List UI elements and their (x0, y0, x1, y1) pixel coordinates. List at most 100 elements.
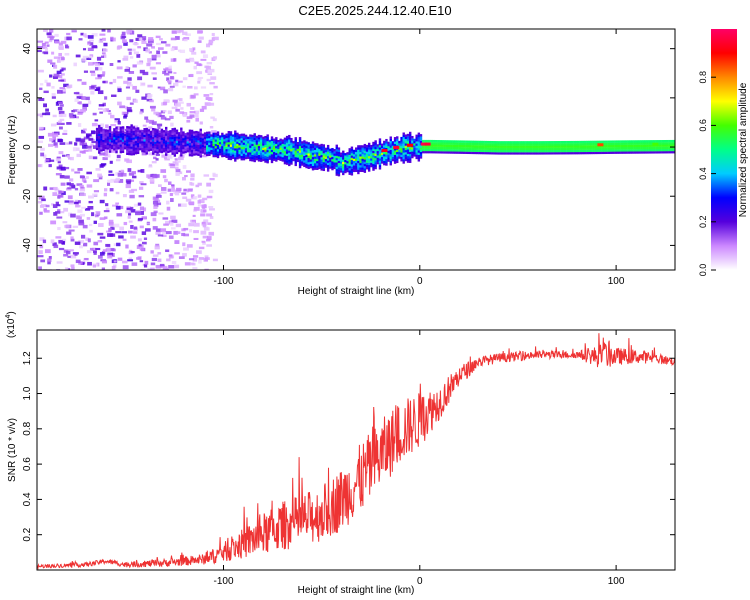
heatmap-cell (166, 206, 171, 211)
heatmap-cell (370, 156, 373, 159)
heatmap-cell (551, 143, 554, 146)
heatmap-cell (108, 145, 112, 149)
heatmap-cell (642, 140, 645, 143)
heatmap-cell (99, 152, 106, 156)
heatmap-cell (404, 136, 408, 140)
heatmap-cell (249, 134, 252, 137)
heatmap-cell (290, 160, 293, 163)
heatmap-cell (201, 151, 205, 154)
heatmap-cell (141, 36, 147, 41)
heatmap-cell (139, 139, 142, 142)
heatmap-cell (167, 139, 170, 142)
heatmap-cell (577, 143, 580, 146)
heatmap-cell (76, 215, 82, 220)
heatmap-cell (78, 38, 83, 41)
heatmap-cell (260, 141, 263, 145)
heatmap-cell (218, 139, 222, 143)
heatmap-cell (270, 156, 274, 159)
heatmap-cell (186, 145, 189, 148)
heatmap-cell (260, 159, 263, 162)
heatmap-cell (365, 149, 369, 152)
heatmap-cell (247, 141, 250, 144)
heatmap-cell (149, 148, 153, 151)
heatmap-cell (597, 143, 604, 147)
heatmap-cell (137, 202, 142, 206)
heatmap-cell (229, 157, 233, 161)
heatmap-cell (402, 139, 405, 142)
heatmap-cell (212, 145, 215, 149)
heatmap-cell (171, 106, 178, 109)
heatmap-cell (216, 131, 220, 134)
heatmap-cell (145, 141, 148, 144)
heatmap-cell (78, 222, 85, 226)
heatmap-cell (104, 129, 107, 132)
heatmap-cell (111, 137, 114, 141)
heatmap-cell (184, 148, 187, 151)
heatmap-cell (152, 139, 155, 142)
heatmap-cell (197, 131, 200, 134)
heatmap-cell (162, 101, 168, 106)
heatmap-cell (618, 142, 621, 145)
heatmap-cell (47, 59, 53, 63)
heatmap-cell (411, 153, 414, 157)
heatmap-cell (527, 145, 531, 148)
heatmap-cell (586, 147, 589, 150)
heatmap-cell (177, 149, 181, 153)
heatmap-cell (184, 174, 188, 178)
heatmap-cell (173, 138, 177, 142)
heatmap-cell (568, 152, 572, 155)
heatmap-cell (174, 158, 178, 161)
heatmap-cell (594, 151, 598, 155)
heatmap-cell (540, 152, 544, 155)
heatmap-cell (417, 159, 421, 162)
heatmap-cell (98, 40, 104, 44)
heatmap-cell (153, 156, 157, 160)
heatmap-cell (122, 194, 127, 198)
heatmap-cell (326, 160, 330, 163)
heatmap-cell (104, 131, 107, 134)
heatmap-cell (158, 184, 162, 187)
heatmap-cell (318, 146, 321, 150)
heatmap-cell (247, 147, 250, 151)
heatmap-cell (206, 244, 212, 247)
heatmap-cell (210, 138, 213, 142)
heatmap-cell (344, 168, 347, 171)
heatmap-cell (166, 77, 170, 81)
heatmap-cell (283, 148, 287, 152)
heatmap-cell (199, 153, 202, 156)
heatmap-cell (98, 127, 101, 130)
heatmap-cell (167, 135, 170, 138)
heatmap-cell (54, 188, 60, 192)
heatmap-cell (333, 164, 336, 167)
heatmap-cell (142, 124, 147, 127)
heatmap-cell (133, 99, 138, 103)
heatmap-cell (143, 237, 148, 240)
heatmap-cell (311, 150, 315, 153)
heatmap-cell (229, 148, 233, 152)
heatmap-cell (367, 149, 371, 152)
heatmap-cell (290, 146, 293, 150)
heatmap-cell (115, 146, 118, 149)
heatmap-cell (260, 157, 263, 160)
heatmap-cell (79, 193, 86, 197)
heatmap-cell (367, 160, 371, 163)
heatmap-cell (672, 148, 675, 152)
heatmap-cell (419, 136, 423, 139)
heatmap-cell (168, 254, 173, 258)
heatmap-cell (251, 150, 254, 153)
heatmap-cell (174, 36, 180, 40)
heatmap-cell (194, 113, 199, 118)
heatmap-cell (270, 143, 274, 146)
heatmap-cell (142, 71, 149, 76)
heatmap-cell (111, 140, 114, 143)
heatmap-cell (155, 35, 161, 39)
heatmap-cell (281, 143, 284, 147)
heatmap-cell (367, 147, 371, 150)
heatmap-cell (151, 72, 157, 75)
heatmap-cell (460, 147, 464, 150)
heatmap-cell (152, 130, 155, 133)
heatmap-cell (98, 151, 101, 154)
heatmap-cell (475, 145, 479, 148)
heatmap-cell (357, 147, 360, 150)
